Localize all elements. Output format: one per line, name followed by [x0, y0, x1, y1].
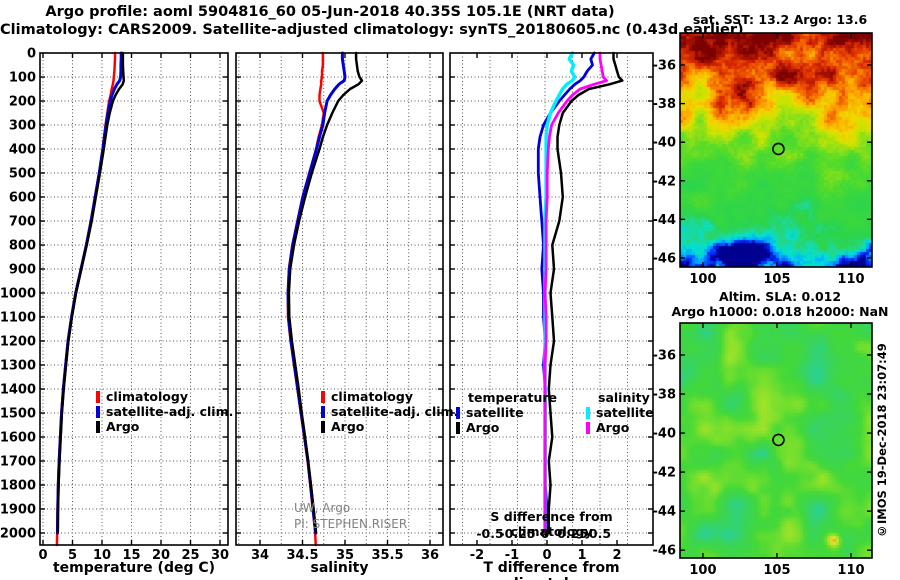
svg-text:700: 700	[9, 215, 36, 230]
svg-text:-36: -36	[653, 59, 677, 74]
climatology-swatch	[321, 390, 325, 403]
legend-item: Argo	[456, 420, 557, 435]
salinity-legend: climatology satellite-adj. clim. Argo	[321, 389, 458, 434]
page-subtitle: Climatology: CARS2009. Satellite-adjuste…	[0, 22, 744, 38]
svg-text:800: 800	[9, 239, 36, 254]
svg-text:-40: -40	[653, 427, 677, 442]
legend-item: Argo	[586, 420, 654, 435]
svg-text:1900: 1900	[0, 503, 36, 518]
svg-text:400: 400	[9, 143, 36, 158]
svg-text:0: 0	[27, 47, 36, 62]
sla-map-image	[680, 323, 872, 558]
t-difference-legend: temperature satellite Argo	[456, 390, 557, 435]
sla-header-line1: Altim. SLA: 0.012	[718, 289, 842, 304]
legend-item: satellite	[456, 405, 557, 420]
svg-text:600: 600	[9, 191, 36, 206]
svg-text:900: 900	[9, 263, 36, 278]
credit-org: UW, Argo	[294, 501, 351, 515]
s-satellite-swatch	[586, 406, 590, 419]
svg-text:1500: 1500	[0, 407, 36, 422]
s-argo-swatch	[586, 421, 590, 434]
svg-text:1400: 1400	[0, 383, 36, 398]
svg-text:110: 110	[837, 272, 864, 287]
svg-text:1700: 1700	[0, 455, 36, 470]
satellite-adj-swatch	[96, 405, 100, 418]
imos-watermark: ©IMOS 19-Dec-2018 23:07:49	[875, 343, 889, 538]
t-satellite-swatch	[456, 406, 460, 419]
svg-text:-38: -38	[653, 388, 677, 403]
s-difference-legend: salinity satellite Argo	[586, 390, 654, 435]
svg-text:105: 105	[763, 272, 790, 287]
legend-label: Argo	[106, 419, 140, 434]
svg-text:-42: -42	[653, 466, 677, 481]
svg-text:2000: 2000	[0, 527, 36, 542]
temperature-axis-label: temperature (deg C)	[52, 560, 216, 576]
legend-label: satellite	[596, 405, 654, 420]
legend-title: temperature	[468, 390, 558, 405]
argo-swatch	[321, 420, 325, 433]
climatology-swatch	[96, 390, 100, 403]
svg-text:200: 200	[9, 95, 36, 110]
sla-header-line2: Argo h1000: 0.018 h2000: NaN	[671, 304, 889, 319]
legend-item: Argo	[321, 419, 458, 434]
legend-label: satellite	[466, 405, 524, 420]
satellite-adj-swatch	[321, 405, 325, 418]
salinity-axis-label: salinity	[310, 560, 369, 576]
svg-text:1100: 1100	[0, 311, 36, 326]
svg-text:100: 100	[9, 71, 36, 86]
credit-pi: PI: STEPHEN.RISER	[294, 517, 408, 531]
credit-block: UW, Argo PI: STEPHEN.RISER	[294, 500, 407, 532]
svg-text:100: 100	[689, 272, 716, 287]
svg-text:1000: 1000	[0, 287, 36, 302]
svg-text:-44: -44	[653, 213, 677, 228]
legend-label: Argo	[596, 420, 630, 435]
svg-text:1300: 1300	[0, 359, 36, 374]
svg-text:1800: 1800	[0, 479, 36, 494]
sst-map-image	[680, 33, 872, 267]
svg-text:-46: -46	[653, 544, 677, 559]
legend-label: climatology	[331, 389, 413, 404]
temperature-legend: climatology satellite-adj. clim. Argo	[96, 389, 233, 434]
legend-label: Argo	[466, 420, 500, 435]
page-title: Argo profile: aoml 5904816_60 05-Jun-201…	[45, 4, 615, 20]
svg-text:105: 105	[763, 563, 790, 578]
svg-text:-40: -40	[653, 136, 677, 151]
legend-label: satellite-adj. clim.	[106, 404, 234, 419]
s-difference-axis-label: S difference from climatology	[490, 509, 613, 539]
svg-text:110: 110	[837, 563, 864, 578]
svg-text:-42: -42	[653, 174, 677, 189]
svg-text:-46: -46	[653, 251, 677, 266]
legend-item: Argo	[96, 419, 233, 434]
svg-text:1600: 1600	[0, 431, 36, 446]
legend-item: climatology	[321, 389, 458, 404]
legend-item: satellite-adj. clim.	[321, 404, 458, 419]
legend-label: climatology	[106, 389, 188, 404]
t-argo-swatch	[456, 421, 460, 434]
svg-text:1200: 1200	[0, 335, 36, 350]
legend-item: climatology	[96, 389, 233, 404]
svg-text:500: 500	[9, 167, 36, 182]
legend-label: satellite-adj. clim.	[331, 404, 459, 419]
legend-label: Argo	[331, 419, 365, 434]
legend-item: satellite-adj. clim.	[96, 404, 233, 419]
svg-text:-44: -44	[653, 505, 677, 520]
svg-text:-36: -36	[653, 349, 677, 364]
sst-header: sat. SST: 13.2 Argo: 13.6	[692, 12, 868, 27]
legend-title: salinity	[598, 390, 650, 405]
t-difference-axis-label: T difference from climatology	[483, 560, 620, 580]
legend-item: satellite	[586, 405, 654, 420]
argo-swatch	[96, 420, 100, 433]
svg-text:100: 100	[689, 563, 716, 578]
svg-text:300: 300	[9, 119, 36, 134]
svg-text:-38: -38	[653, 97, 677, 112]
